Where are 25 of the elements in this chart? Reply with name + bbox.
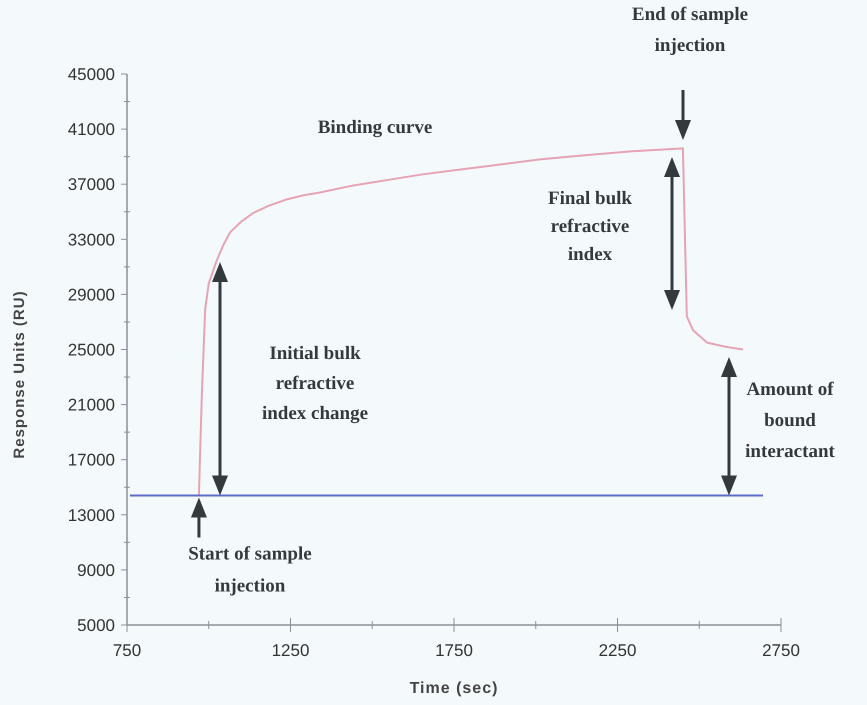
- y-tick-label: 13000: [68, 506, 115, 525]
- line-series: [198, 147, 744, 497]
- x-tick-label: 2250: [598, 641, 636, 660]
- y-tick-label: 5000: [77, 616, 115, 635]
- text: End of sample injection: [632, 4, 748, 56]
- annotation: Start of sample injection: [188, 544, 312, 597]
- annotation: Final bulk refractive index: [548, 188, 632, 265]
- x-tick-label: 1250: [272, 641, 310, 660]
- y-tick-label: 17000: [68, 450, 115, 470]
- annotation: Amount of bound interactant: [745, 379, 836, 462]
- y-tick-label: 9000: [77, 560, 115, 580]
- x-tick-label: 1750: [435, 641, 473, 660]
- y-tick-label: 33000: [68, 230, 115, 250]
- annotation: Initial bulk refractive index change: [262, 343, 368, 424]
- y-tick-label: 29000: [68, 285, 115, 304]
- y-tick-label: 37000: [68, 175, 115, 194]
- annotation: Binding curve: [318, 117, 432, 138]
- y-tick-label: 25000: [68, 340, 115, 360]
- y-tick-label: 45000: [68, 65, 115, 84]
- x-axis-title: Time (sec): [410, 680, 498, 697]
- x-tick-label: 750: [112, 641, 142, 660]
- y-tick-label: 41000: [68, 120, 115, 140]
- x-tick-label: 2750: [762, 641, 800, 660]
- y-axis-title: Response Units (RU): [11, 290, 28, 459]
- y-tick-label: 21000: [68, 396, 115, 415]
